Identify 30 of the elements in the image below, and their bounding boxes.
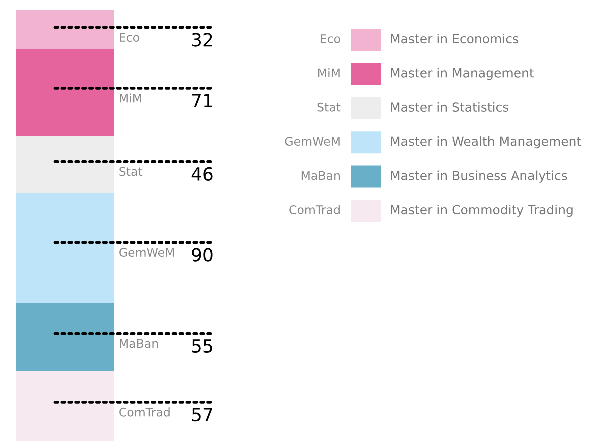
text: Stat bbox=[120, 167, 143, 176]
text: ComTrad bbox=[120, 408, 170, 417]
legend-label: Stat bbox=[318, 102, 341, 112]
legend-label: ComTrad bbox=[290, 205, 340, 214]
bar bbox=[16, 49, 114, 136]
bar bbox=[16, 136, 114, 193]
data-label: 32 bbox=[192, 33, 212, 47]
legend-label: MiM bbox=[318, 68, 340, 78]
text: Eco bbox=[120, 33, 140, 42]
legend-label: GemWeM bbox=[285, 137, 340, 146]
data-label: 71 bbox=[192, 94, 212, 108]
text: Master in Economics bbox=[391, 34, 518, 44]
bar bbox=[16, 192, 114, 304]
text: Master in Business Analytics bbox=[391, 170, 568, 183]
text: GemWeM bbox=[120, 248, 174, 257]
legend-label: Eco bbox=[320, 34, 340, 44]
text: Master in Commodity Trading bbox=[391, 204, 573, 218]
text: Master in Wealth Management bbox=[391, 136, 582, 149]
data-label: 46 bbox=[192, 167, 213, 182]
text: Master in Management bbox=[391, 68, 534, 80]
bar bbox=[16, 371, 114, 441]
bar bbox=[16, 303, 114, 372]
legend-label: MaBan bbox=[302, 171, 340, 180]
bar bbox=[16, 10, 114, 50]
data-label: 90 bbox=[192, 248, 213, 262]
text: Master in Statistics bbox=[391, 102, 509, 112]
data-label: 57 bbox=[192, 408, 212, 422]
text: MiM bbox=[120, 94, 142, 103]
text: MaBan bbox=[120, 339, 158, 348]
data-label: 55 bbox=[192, 340, 212, 354]
